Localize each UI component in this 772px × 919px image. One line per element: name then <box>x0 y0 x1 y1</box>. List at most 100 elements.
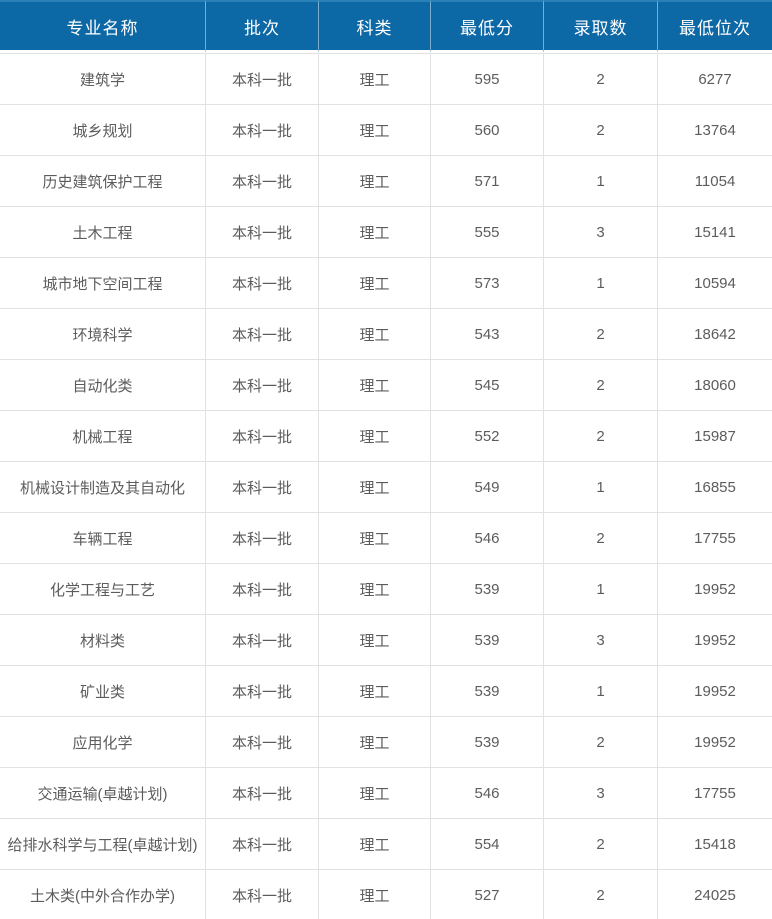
col-header-batch: 批次 <box>205 0 318 53</box>
cell-min-rank: 19952 <box>657 615 772 666</box>
cell-batch: 本科一批 <box>205 870 318 919</box>
cell-admitted: 3 <box>543 615 657 666</box>
cell-admitted: 2 <box>543 513 657 564</box>
cell-admitted: 2 <box>543 717 657 768</box>
cell-category: 理工 <box>318 360 430 411</box>
cell-category: 理工 <box>318 870 430 919</box>
cell-batch: 本科一批 <box>205 564 318 615</box>
table-row: 机械工程 本科一批 理工 552 2 15987 <box>0 411 772 462</box>
table-row: 机械设计制造及其自动化 本科一批 理工 549 1 16855 <box>0 462 772 513</box>
cell-min-rank: 13764 <box>657 105 772 156</box>
cell-category: 理工 <box>318 411 430 462</box>
cell-batch: 本科一批 <box>205 462 318 513</box>
cell-min-score: 539 <box>430 717 543 768</box>
cell-admitted: 2 <box>543 360 657 411</box>
cell-major: 应用化学 <box>0 717 205 768</box>
cell-min-score: 543 <box>430 309 543 360</box>
cell-major: 矿业类 <box>0 666 205 717</box>
cell-admitted: 1 <box>543 564 657 615</box>
col-header-major: 专业名称 <box>0 0 205 53</box>
cell-min-score: 539 <box>430 615 543 666</box>
cell-min-rank: 19952 <box>657 666 772 717</box>
table-row: 自动化类 本科一批 理工 545 2 18060 <box>0 360 772 411</box>
table-row: 土木类(中外合作办学) 本科一批 理工 527 2 24025 <box>0 870 772 919</box>
cell-batch: 本科一批 <box>205 819 318 870</box>
cell-category: 理工 <box>318 666 430 717</box>
cell-category: 理工 <box>318 309 430 360</box>
cell-batch: 本科一批 <box>205 53 318 105</box>
table-body: 建筑学 本科一批 理工 595 2 6277 城乡规划 本科一批 理工 560 2 13764 历史建筑… <box>0 53 772 919</box>
cell-admitted: 1 <box>543 666 657 717</box>
cell-admitted: 2 <box>543 870 657 919</box>
cell-min-score: 554 <box>430 819 543 870</box>
cell-major: 给排水科学与工程(卓越计划) <box>0 819 205 870</box>
table-row: 土木工程 本科一批 理工 555 3 15141 <box>0 207 772 258</box>
cell-major: 自动化类 <box>0 360 205 411</box>
cell-min-rank: 19952 <box>657 717 772 768</box>
cell-major: 城乡规划 <box>0 105 205 156</box>
cell-min-score: 560 <box>430 105 543 156</box>
col-header-admitted: 录取数 <box>543 0 657 53</box>
cell-min-rank: 16855 <box>657 462 772 513</box>
cell-admitted: 2 <box>543 105 657 156</box>
cell-min-rank: 17755 <box>657 513 772 564</box>
table-row: 城乡规划 本科一批 理工 560 2 13764 <box>0 105 772 156</box>
cell-category: 理工 <box>318 462 430 513</box>
cell-min-score: 573 <box>430 258 543 309</box>
cell-min-rank: 24025 <box>657 870 772 919</box>
cell-min-score: 545 <box>430 360 543 411</box>
table-row: 历史建筑保护工程 本科一批 理工 571 1 11054 <box>0 156 772 207</box>
cell-category: 理工 <box>318 564 430 615</box>
cell-category: 理工 <box>318 53 430 105</box>
cell-admitted: 3 <box>543 768 657 819</box>
cell-min-score: 527 <box>430 870 543 919</box>
cell-category: 理工 <box>318 513 430 564</box>
cell-major: 土木工程 <box>0 207 205 258</box>
table-row: 化学工程与工艺 本科一批 理工 539 1 19952 <box>0 564 772 615</box>
cell-category: 理工 <box>318 615 430 666</box>
cell-category: 理工 <box>318 156 430 207</box>
col-header-min-score: 最低分 <box>430 0 543 53</box>
cell-category: 理工 <box>318 105 430 156</box>
cell-batch: 本科一批 <box>205 309 318 360</box>
cell-major: 历史建筑保护工程 <box>0 156 205 207</box>
cell-batch: 本科一批 <box>205 156 318 207</box>
cell-min-rank: 10594 <box>657 258 772 309</box>
table-row: 材料类 本科一批 理工 539 3 19952 <box>0 615 772 666</box>
cell-batch: 本科一批 <box>205 207 318 258</box>
cell-min-rank: 18642 <box>657 309 772 360</box>
table-row: 应用化学 本科一批 理工 539 2 19952 <box>0 717 772 768</box>
cell-major: 机械工程 <box>0 411 205 462</box>
cell-batch: 本科一批 <box>205 666 318 717</box>
cell-min-score: 552 <box>430 411 543 462</box>
cell-category: 理工 <box>318 258 430 309</box>
cell-admitted: 2 <box>543 53 657 105</box>
cell-min-score: 549 <box>430 462 543 513</box>
table-row: 交通运输(卓越计划) 本科一批 理工 546 3 17755 <box>0 768 772 819</box>
cell-min-rank: 15141 <box>657 207 772 258</box>
cell-major: 化学工程与工艺 <box>0 564 205 615</box>
table-row: 车辆工程 本科一批 理工 546 2 17755 <box>0 513 772 564</box>
table-row: 城市地下空间工程 本科一批 理工 573 1 10594 <box>0 258 772 309</box>
cell-batch: 本科一批 <box>205 717 318 768</box>
cell-admitted: 3 <box>543 207 657 258</box>
cell-major: 环境科学 <box>0 309 205 360</box>
cell-category: 理工 <box>318 768 430 819</box>
table-row: 环境科学 本科一批 理工 543 2 18642 <box>0 309 772 360</box>
cell-min-rank: 17755 <box>657 768 772 819</box>
cell-min-rank: 19952 <box>657 564 772 615</box>
cell-major: 土木类(中外合作办学) <box>0 870 205 919</box>
table-row: 给排水科学与工程(卓越计划) 本科一批 理工 554 2 15418 <box>0 819 772 870</box>
cell-min-rank: 18060 <box>657 360 772 411</box>
col-header-min-rank: 最低位次 <box>657 0 772 53</box>
cell-batch: 本科一批 <box>205 513 318 564</box>
cell-admitted: 2 <box>543 819 657 870</box>
cell-major: 材料类 <box>0 615 205 666</box>
cell-major: 城市地下空间工程 <box>0 258 205 309</box>
cell-admitted: 2 <box>543 411 657 462</box>
cell-min-score: 539 <box>430 564 543 615</box>
cell-admitted: 1 <box>543 156 657 207</box>
cell-batch: 本科一批 <box>205 768 318 819</box>
